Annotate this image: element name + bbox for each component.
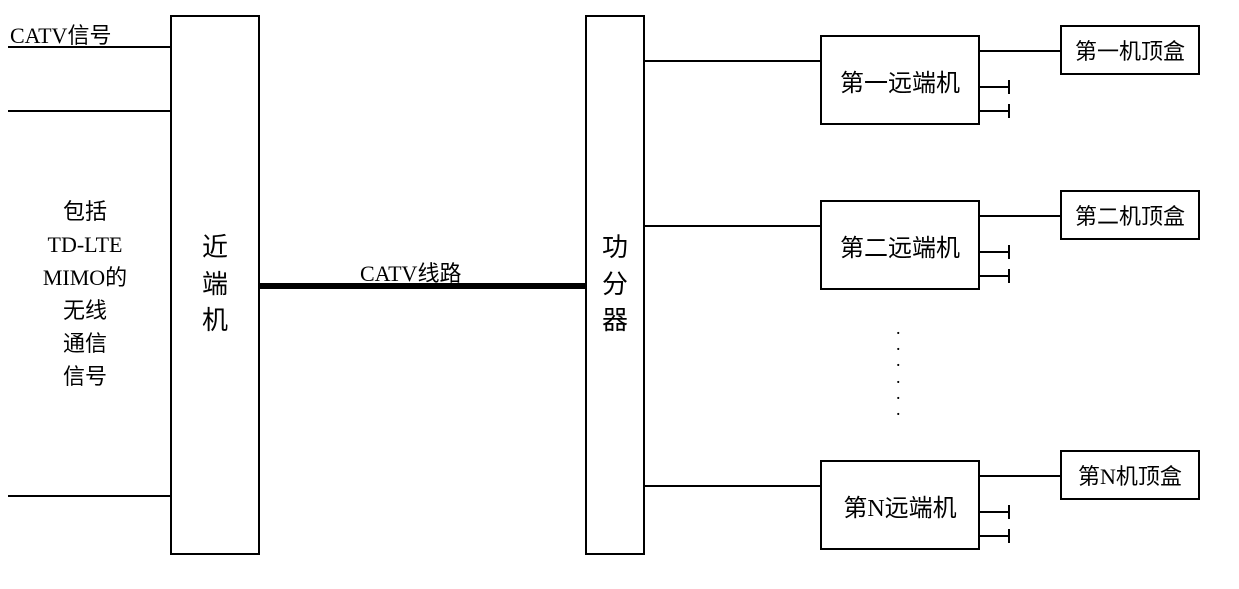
wireless-input-line-bot: [8, 495, 170, 497]
wireless-line: 通信: [30, 327, 140, 360]
remote-1-ant-2: [980, 110, 1008, 112]
wireless-input-label: 包括 TD-LTE MIMO的 无线 通信 信号: [30, 195, 140, 393]
stb-n-label: 第N机顶盒: [1078, 459, 1182, 491]
ellipsis-dots: ......: [896, 320, 901, 417]
near-end-box: 近 端 机: [170, 15, 260, 555]
remote-1-ant-2-cap: [1008, 104, 1010, 118]
remote-n-label: 第N远端机: [843, 488, 956, 523]
wireless-line: TD-LTE: [30, 228, 140, 261]
remote-1-stb-line: [980, 50, 1060, 52]
remote-2-ant-2: [980, 275, 1008, 277]
wireless-line: MIMO的: [30, 261, 140, 294]
near-end-char: 端: [202, 267, 228, 303]
splitter-char: 分: [602, 267, 628, 303]
wireless-input-line-top: [8, 110, 170, 112]
remote-1-ant-1: [980, 86, 1008, 88]
remote-2-box: 第二远端机: [820, 200, 980, 290]
stb-2-box: 第二机顶盒: [1060, 190, 1200, 240]
splitter-char: 器: [602, 303, 628, 339]
remote-2-ant-1: [980, 251, 1008, 253]
splitter-out-n: [645, 485, 820, 487]
splitter-out-1: [645, 60, 820, 62]
remote-n-stb-line: [980, 475, 1060, 477]
stb-n-box: 第N机顶盒: [1060, 450, 1200, 500]
splitter-box: 功 分 器: [585, 15, 645, 555]
remote-2-ant-1-cap: [1008, 245, 1010, 259]
wireless-line: 无线: [30, 294, 140, 327]
remote-n-ant-1: [980, 511, 1008, 513]
near-end-char: 近: [202, 230, 228, 266]
splitter-char: 功: [602, 230, 628, 266]
remote-n-ant-2-cap: [1008, 529, 1010, 543]
near-end-char: 机: [202, 303, 228, 339]
remote-1-label: 第一远端机: [840, 63, 960, 98]
stb-2-label: 第二机顶盒: [1075, 199, 1185, 231]
remote-n-ant-2: [980, 535, 1008, 537]
stb-1-label: 第一机顶盒: [1075, 34, 1185, 66]
wireless-line: 包括: [30, 195, 140, 228]
stb-1-box: 第一机顶盒: [1060, 25, 1200, 75]
catv-link-label: CATV线路: [360, 256, 461, 288]
catv-input-line: [8, 46, 170, 48]
splitter-out-2: [645, 225, 820, 227]
remote-1-ant-1-cap: [1008, 80, 1010, 94]
remote-1-box: 第一远端机: [820, 35, 980, 125]
remote-n-ant-1-cap: [1008, 505, 1010, 519]
wireless-line: 信号: [30, 360, 140, 393]
remote-2-label: 第二远端机: [840, 228, 960, 263]
remote-n-box: 第N远端机: [820, 460, 980, 550]
remote-2-ant-2-cap: [1008, 269, 1010, 283]
remote-2-stb-line: [980, 215, 1060, 217]
